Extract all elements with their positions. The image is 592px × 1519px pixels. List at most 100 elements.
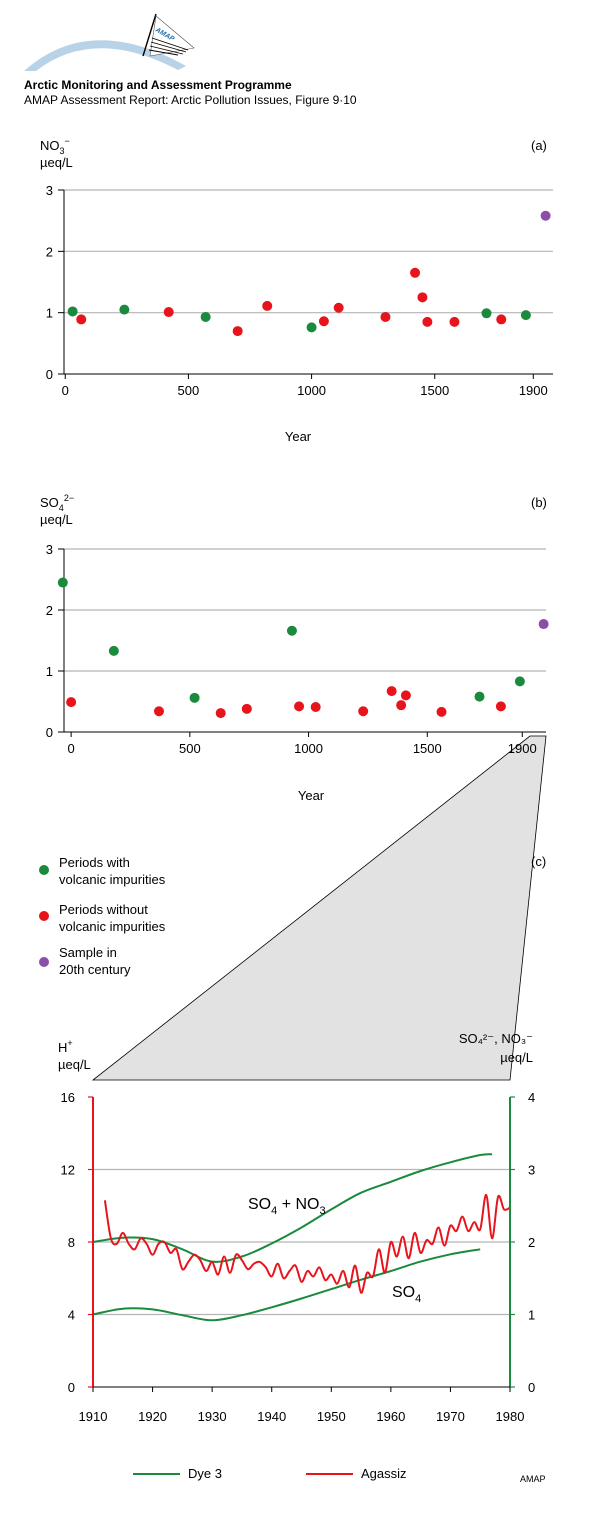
xtick-label-1900: 1900 — [508, 741, 537, 756]
logo-flag-icon — [149, 15, 195, 57]
ytick-label-1: 1 — [46, 664, 53, 679]
point-non_volcanic-1 — [153, 706, 164, 717]
panel-b-xlabel: Year — [298, 788, 325, 803]
legend-volcanic-line1: Periods with — [59, 855, 130, 870]
point-volcanic-5 — [520, 310, 531, 321]
legend-dye3-label: Dye 3 — [188, 1466, 222, 1481]
marker-legend: Periods with volcanic impurities Periods… — [39, 855, 166, 977]
xtick-label-1500: 1500 — [420, 383, 449, 398]
point-non_volcanic-3 — [262, 300, 273, 311]
point-volcanic-1 — [108, 645, 119, 656]
legend-nonvolcanic-line1: Periods without — [59, 902, 148, 917]
left-ytick-label-16: 16 — [61, 1090, 75, 1105]
panel-b-points — [57, 577, 549, 719]
point-non_volcanic-6 — [358, 706, 369, 717]
point-non_volcanic-10 — [436, 706, 447, 717]
point-twentieth-0 — [540, 210, 551, 221]
panel-a-points — [67, 210, 551, 337]
xtick-label-1960: 1960 — [376, 1409, 405, 1424]
point-non_volcanic-5 — [310, 701, 321, 712]
panel-b-so4: SO42− µeq/L (b) Year 0 1 2 3 0 500 1000 1500 190… — [40, 493, 549, 803]
legend-volcanic-marker — [39, 865, 49, 875]
zoom-wedge — [91, 735, 547, 1081]
panel-c-timeseries: (c) H+ µeq/L SO₄²⁻, NO₃⁻ µeq/L 048121601… — [58, 854, 546, 1424]
panel-c-letter: (c) — [531, 854, 546, 869]
point-non_volcanic-7 — [410, 267, 421, 278]
org-title: Arctic Monitoring and Assessment Program… — [24, 78, 292, 92]
legend-twentieth-line2: 20th century — [59, 962, 131, 977]
logo-flag-lines — [148, 37, 189, 56]
point-non_volcanic-1 — [163, 307, 174, 318]
amap-logo: AMAP — [24, 13, 195, 71]
legend-agassiz-label: Agassiz — [361, 1466, 407, 1481]
point-non_volcanic-4 — [318, 316, 329, 327]
xtick-label-1950: 1950 — [317, 1409, 346, 1424]
point-non_volcanic-9 — [422, 316, 433, 327]
dye3-so4-line — [92, 1248, 481, 1322]
xtick-label-500: 500 — [178, 383, 200, 398]
panel-a-grid — [64, 189, 553, 314]
point-volcanic-1 — [119, 304, 130, 315]
point-volcanic-4 — [481, 308, 492, 319]
point-non_volcanic-4 — [294, 701, 305, 712]
point-non_volcanic-11 — [495, 701, 506, 712]
right-ytick-label-1: 1 — [528, 1308, 535, 1323]
xtick-label-1940: 1940 — [257, 1409, 286, 1424]
right-ytick-label-4: 4 — [528, 1090, 535, 1105]
panel-a-xlabel: Year — [285, 429, 312, 444]
point-non_volcanic-11 — [496, 314, 507, 325]
ytick-label-2: 2 — [46, 244, 53, 259]
xtick-label-1500: 1500 — [413, 741, 442, 756]
point-volcanic-5 — [514, 676, 525, 687]
agassiz-line — [103, 1193, 511, 1294]
point-non_volcanic-3 — [241, 703, 252, 714]
ytick-label-2: 2 — [46, 603, 53, 618]
point-non_volcanic-5 — [333, 302, 344, 313]
xtick-label-1930: 1930 — [198, 1409, 227, 1424]
point-volcanic-0 — [57, 577, 68, 588]
xtick-label-1970: 1970 — [436, 1409, 465, 1424]
panel-b-grid — [64, 548, 546, 672]
ytick-label-0: 0 — [46, 725, 53, 740]
xtick-label-1900: 1900 — [519, 383, 548, 398]
panel-c-left-ylabel: H+ — [58, 1038, 73, 1055]
report-subtitle: AMAP Assessment Report: Arctic Pollution… — [24, 93, 357, 107]
point-volcanic-2 — [189, 692, 200, 703]
panel-c-left-yunit: µeq/L — [58, 1057, 91, 1072]
legend-nonvolcanic-line2: volcanic impurities — [59, 919, 166, 934]
point-non_volcanic-10 — [449, 316, 460, 327]
panel-c-right-ylabel: SO₄²⁻, NO₃⁻ — [459, 1031, 533, 1046]
ytick-label-3: 3 — [46, 542, 53, 557]
panel-a-letter: (a) — [531, 138, 547, 153]
right-ytick-label-3: 3 — [528, 1163, 535, 1178]
left-ytick-label-8: 8 — [68, 1235, 75, 1250]
point-volcanic-2 — [200, 311, 211, 322]
point-volcanic-3 — [286, 625, 297, 636]
xtick-label-500: 500 — [179, 741, 201, 756]
left-ytick-label-12: 12 — [61, 1163, 75, 1178]
line-legend: Dye 3 Agassiz — [133, 1466, 407, 1481]
xtick-label-1980: 1980 — [496, 1409, 525, 1424]
legend-twentieth-marker — [39, 957, 49, 967]
footer-credit: AMAP — [520, 1474, 546, 1484]
panel-b-letter: (b) — [531, 495, 547, 510]
point-non_volcanic-2 — [215, 708, 226, 719]
point-non_volcanic-2 — [232, 326, 243, 337]
left-ytick-label-4: 4 — [68, 1308, 75, 1323]
point-non_volcanic-8 — [396, 700, 407, 711]
point-non_volcanic-6 — [380, 311, 391, 322]
xtick-label-0: 0 — [62, 383, 69, 398]
logo-pole-icon — [142, 13, 157, 57]
panel-b-ylabel: SO42− — [40, 493, 74, 513]
panel-b-axes: 0 1 2 3 0 500 1000 1500 1900 — [46, 542, 546, 756]
left-ytick-label-0: 0 — [68, 1380, 75, 1395]
panel-a-yunit: µeq/L — [40, 155, 73, 170]
point-volcanic-0 — [67, 306, 78, 317]
panel-a-axes: 0 1 2 3 0 500 1000 1500 1900 — [46, 183, 553, 398]
xtick-label-1910: 1910 — [79, 1409, 108, 1424]
xtick-label-1920: 1920 — [138, 1409, 167, 1424]
point-non_volcanic-8 — [417, 292, 428, 303]
right-ytick-label-2: 2 — [528, 1235, 535, 1250]
